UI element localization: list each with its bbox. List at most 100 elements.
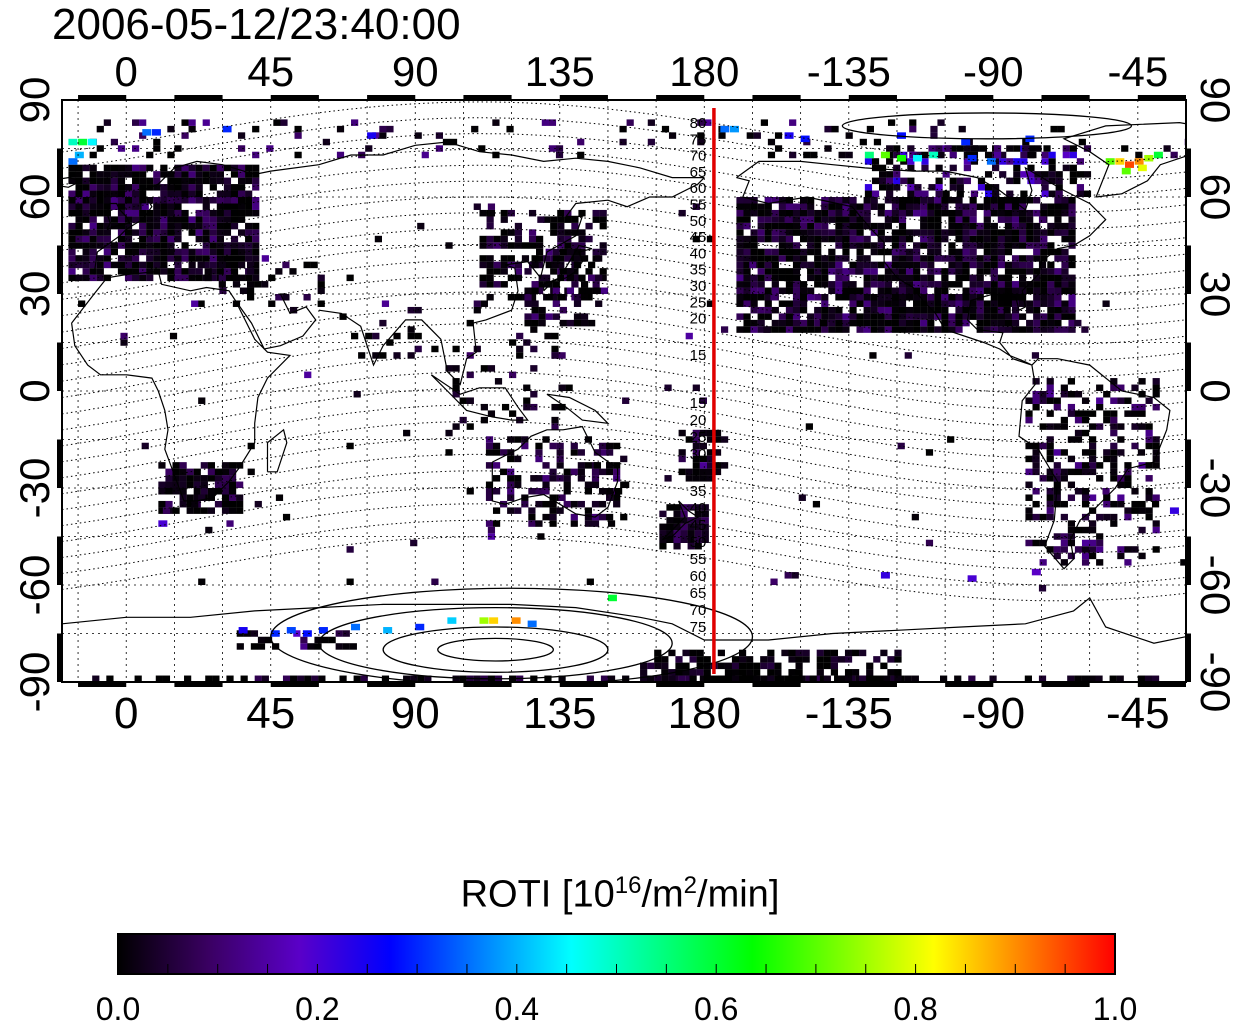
roti-cell <box>179 481 187 489</box>
roti-cell <box>246 268 255 275</box>
roti-cell <box>570 449 578 456</box>
roti-cell <box>647 662 655 670</box>
roti-cell <box>1089 436 1097 443</box>
roti-cell <box>743 319 751 327</box>
lat-tick-label-left: 60 <box>11 174 58 221</box>
roti-cell <box>1047 326 1055 333</box>
roti-cell <box>792 255 801 262</box>
roti-cell <box>969 274 977 282</box>
roti-cell <box>774 132 783 139</box>
roti-cell <box>584 520 593 527</box>
roti-cell <box>511 617 521 624</box>
roti-cell <box>842 242 850 249</box>
roti-cell <box>167 216 175 223</box>
roti-cell <box>197 300 205 307</box>
frame-bar-top <box>752 95 801 100</box>
roti-cell <box>791 572 799 579</box>
roti-cell <box>550 229 558 236</box>
roti-cell <box>1068 274 1076 282</box>
roti-cell <box>132 268 140 275</box>
roti-cell <box>884 235 892 243</box>
roti-cell <box>659 542 667 550</box>
roti-cell <box>1019 235 1027 243</box>
frame-bar-top <box>559 95 608 100</box>
roti-cell <box>746 669 754 676</box>
roti-cell <box>564 255 572 262</box>
roti-cell <box>891 255 900 262</box>
roti-cell <box>706 468 715 476</box>
roti-cell <box>205 526 213 534</box>
roti-cell <box>1032 378 1040 385</box>
roti-cell <box>591 475 600 482</box>
roti-cell <box>757 268 765 275</box>
map-frame-bars <box>57 95 1191 687</box>
roti-cell <box>1081 513 1090 521</box>
roti-cell <box>209 177 217 185</box>
roti-cell <box>110 197 119 204</box>
roti-cell <box>209 255 217 262</box>
roti-cell <box>913 274 921 282</box>
roti-cell <box>1046 384 1054 392</box>
roti-cell <box>697 119 705 126</box>
roti-cell <box>606 468 614 476</box>
roti-cell <box>68 242 76 249</box>
roti-cell <box>275 268 283 275</box>
roti-cell <box>941 287 949 295</box>
coastline <box>1018 358 1171 570</box>
roti-cell <box>556 442 564 450</box>
frame-bar-bottom <box>945 682 994 687</box>
roti-cell <box>1103 513 1111 521</box>
roti-cell <box>167 184 175 191</box>
roti-cell <box>1061 229 1069 236</box>
roti-cell <box>351 623 361 631</box>
roti-cell <box>731 662 740 670</box>
roti-cell <box>124 209 133 217</box>
roti-cell <box>1019 216 1027 223</box>
roti-cell <box>153 177 161 185</box>
roti-cell <box>410 675 418 682</box>
roti-cell <box>543 255 551 262</box>
roti-cell <box>905 255 914 262</box>
roti-cell <box>1131 442 1139 450</box>
roti-cell <box>706 300 715 307</box>
roti-cell <box>268 274 276 282</box>
roti-cell <box>580 255 589 262</box>
roti-cell <box>844 675 853 682</box>
roti-cell <box>1046 436 1054 443</box>
roti-cell <box>807 326 815 333</box>
roti-cell <box>110 177 119 185</box>
roti-cell <box>1040 203 1048 210</box>
roti-cell <box>139 209 147 217</box>
roti-cell <box>1083 171 1092 178</box>
roti-cell <box>884 313 892 320</box>
roti-cell <box>1081 494 1090 501</box>
roti-cell <box>228 507 237 514</box>
roti-cell <box>117 229 126 236</box>
roti-cell <box>1103 449 1111 456</box>
roti-cell <box>849 294 857 301</box>
roti-cell <box>807 209 815 217</box>
roti-cell <box>969 261 977 269</box>
roti-cell <box>542 481 550 489</box>
roti-cell <box>247 442 255 450</box>
roti-cell <box>880 572 890 579</box>
roti-cell <box>664 384 672 392</box>
roti-cell <box>877 261 885 269</box>
roti-cell <box>891 248 900 256</box>
roti-cell <box>1096 559 1104 566</box>
roti-cell <box>1060 559 1068 566</box>
roti-cell <box>174 209 182 217</box>
roti-cell <box>1038 216 1047 223</box>
roti-cell <box>585 222 593 230</box>
roti-data-cells <box>68 119 1186 682</box>
roti-cell <box>680 530 688 537</box>
roti-cell <box>969 281 977 288</box>
roti-cell <box>993 145 1002 152</box>
roti-cell <box>1089 442 1097 450</box>
roti-cell <box>110 171 119 178</box>
roti-cell <box>1026 216 1034 223</box>
roti-cell <box>673 510 681 518</box>
roti-cell <box>736 255 744 262</box>
roti-cell <box>1019 203 1027 210</box>
